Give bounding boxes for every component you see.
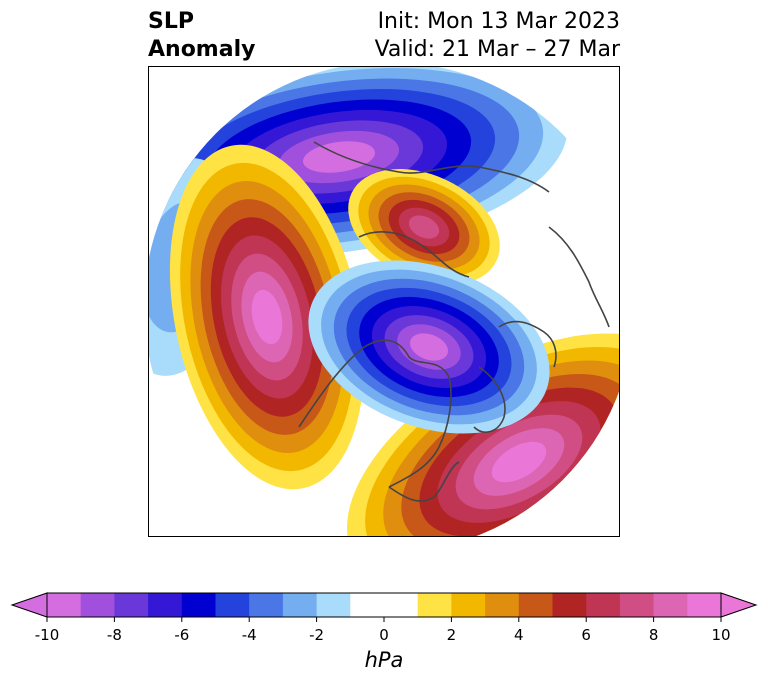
- colorbar-tick-label: -10: [35, 626, 60, 644]
- colorbar-units: hPa: [364, 648, 404, 672]
- colorbar-tick-label: -2: [309, 626, 324, 644]
- colorbar-bin: [586, 593, 621, 617]
- colorbar-bin: [282, 593, 318, 617]
- barents-high-contour: [408, 215, 440, 239]
- colorbar-tick-label: 6: [581, 626, 591, 644]
- eurasia-low-contour: [302, 141, 376, 173]
- valid-range: Valid: 21 Mar – 27 Mar: [374, 37, 620, 62]
- coastline: [358, 231, 470, 278]
- colorbar: -10 -8 -6 -4 -2 0 2 4 6 8 10: [10, 592, 758, 644]
- forecast-dates: Init: Mon 13 Mar 2023 Valid: 21 Mar – 27…: [375, 8, 620, 64]
- colorbar-tick-label: 10: [711, 626, 730, 644]
- colorbar-bin: [249, 593, 284, 617]
- colorbar-bin: [114, 593, 149, 617]
- colorbar-tick-label: 2: [447, 626, 457, 644]
- colorbar-tick-label: 0: [379, 626, 389, 644]
- atlantic-high-contour: [491, 441, 547, 483]
- coastline: [548, 226, 610, 328]
- colorbar-bin: [619, 593, 655, 617]
- colorbar-bin: [80, 593, 115, 617]
- colorbar-bin: [47, 593, 82, 617]
- colorbar-bin: [215, 593, 250, 617]
- colorbar-tick-label: 8: [649, 626, 659, 644]
- colorbar-bin: [653, 593, 688, 617]
- colorbar-bin: [148, 593, 183, 617]
- colorbar-bin: [485, 593, 520, 617]
- arctic-low-contour: [409, 333, 449, 361]
- coastline: [298, 339, 452, 488]
- colorbar-bin: [350, 593, 419, 617]
- colorbar-tick-label: 4: [514, 626, 524, 644]
- title-variable: SLP: [148, 9, 194, 34]
- pacific-high-contour: [251, 289, 283, 345]
- colorbar-tick-label: -4: [242, 626, 257, 644]
- coastline: [473, 366, 506, 433]
- coastline: [498, 320, 557, 368]
- colorbar-extend-min: [10, 592, 48, 618]
- colorbar-bin: [316, 593, 351, 617]
- colorbar-bin: [451, 593, 486, 617]
- colorbar-bin: [518, 593, 553, 617]
- coastline: [388, 461, 460, 502]
- colorbar-bin: [417, 593, 452, 617]
- colorbar-bin: [181, 593, 216, 617]
- colorbar-extend-max: [720, 592, 758, 618]
- colorbar-bin: [552, 593, 587, 617]
- anomaly-map: [149, 67, 619, 536]
- colorbar-tick-label: -6: [174, 626, 189, 644]
- title-type: Anomaly: [148, 37, 256, 62]
- map-panel: [148, 66, 620, 537]
- coastline: [313, 141, 550, 193]
- init-date: Init: Mon 13 Mar 2023: [377, 9, 620, 34]
- colorbar-tick-label: -8: [107, 626, 122, 644]
- map-title: SLP Anomaly: [148, 8, 255, 64]
- colorbar-bin: [687, 593, 722, 617]
